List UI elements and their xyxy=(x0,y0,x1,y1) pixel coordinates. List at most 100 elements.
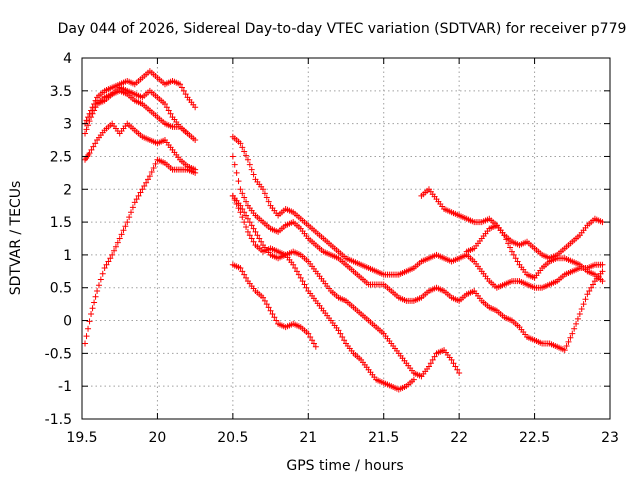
data-point xyxy=(165,107,172,114)
data-point xyxy=(114,239,121,246)
data-point xyxy=(514,258,521,265)
data-point xyxy=(94,288,101,295)
data-point xyxy=(107,255,114,262)
data-point xyxy=(86,318,93,325)
axis-ticks xyxy=(81,57,611,420)
data-point xyxy=(273,317,280,324)
data-point xyxy=(507,244,514,251)
data-point xyxy=(150,164,157,171)
data-point xyxy=(248,235,255,242)
data-point xyxy=(335,327,342,334)
data-point xyxy=(256,235,263,242)
data-point xyxy=(574,315,581,322)
x-tick-label: 19.5 xyxy=(66,430,97,446)
data-point xyxy=(292,265,299,272)
data-point xyxy=(128,209,135,216)
data-point xyxy=(192,104,199,111)
data-point xyxy=(244,215,251,222)
data-point xyxy=(231,161,238,168)
series-arc5 xyxy=(94,84,191,137)
data-point xyxy=(250,238,257,245)
data-point xyxy=(561,347,568,354)
data-point xyxy=(241,219,248,226)
x-axis-label: GPS time / hours xyxy=(286,458,403,474)
data-point xyxy=(339,333,346,340)
data-point xyxy=(192,166,199,173)
data-point xyxy=(178,84,185,91)
data-point xyxy=(241,194,248,201)
data-point xyxy=(303,284,310,291)
data-point xyxy=(569,330,576,337)
data-point xyxy=(301,281,308,288)
data-point xyxy=(578,306,585,313)
grid xyxy=(82,58,610,419)
x-tick-label: 23 xyxy=(601,430,619,446)
data-point xyxy=(103,261,110,268)
y-tick-label: -1.5 xyxy=(45,412,72,428)
data-point xyxy=(427,360,434,367)
data-point xyxy=(588,284,595,291)
data-point xyxy=(263,301,270,308)
data-point xyxy=(83,126,90,133)
data-point xyxy=(452,363,459,370)
data-point xyxy=(260,294,267,301)
series-arc12 xyxy=(463,222,606,285)
data-point xyxy=(565,338,572,345)
data-point xyxy=(599,268,606,275)
data-point xyxy=(192,137,199,144)
axis-tick-labels: 19.5 20 20.5 21 21.5 22 22.5 23-1.5-1-0.500.511… xyxy=(45,51,619,446)
data-point xyxy=(246,219,253,226)
y-tick-label: 3 xyxy=(63,117,72,133)
data-points xyxy=(82,68,606,393)
series-arc6 xyxy=(229,133,606,291)
data-point xyxy=(143,179,150,186)
data-point xyxy=(456,370,463,377)
data-point xyxy=(271,314,278,321)
data-point xyxy=(261,190,268,197)
data-point xyxy=(295,271,302,278)
data-point xyxy=(177,81,184,88)
data-point xyxy=(454,366,461,373)
data-point xyxy=(85,122,92,129)
data-point xyxy=(239,190,246,197)
chart-title: Day 044 of 2026, Sidereal Day-to-day VTE… xyxy=(58,21,627,37)
data-point xyxy=(243,224,250,231)
data-point xyxy=(86,118,93,125)
data-point xyxy=(167,110,174,117)
x-tick-label: 20.5 xyxy=(217,430,248,446)
data-point xyxy=(250,171,257,178)
series-arc10 xyxy=(229,192,417,393)
data-point xyxy=(563,342,570,349)
data-point xyxy=(88,107,95,114)
data-point xyxy=(599,278,606,285)
data-point xyxy=(246,161,253,168)
data-point xyxy=(135,192,142,199)
data-point xyxy=(410,376,417,383)
y-tick-label: -1 xyxy=(58,379,72,395)
data-point xyxy=(180,87,187,94)
data-point xyxy=(146,173,153,180)
data-point xyxy=(576,310,583,317)
data-point xyxy=(116,235,123,242)
data-point xyxy=(425,363,432,370)
data-point xyxy=(248,222,255,229)
series-arc11 xyxy=(418,186,606,262)
data-point xyxy=(239,205,246,212)
data-point xyxy=(571,325,578,332)
data-point xyxy=(231,196,238,203)
data-point xyxy=(229,153,236,160)
data-point xyxy=(512,255,519,262)
data-point xyxy=(124,219,131,226)
data-point xyxy=(265,198,272,205)
data-point xyxy=(299,278,306,285)
data-point xyxy=(141,182,148,189)
data-point xyxy=(112,243,119,250)
data-point xyxy=(341,337,348,344)
data-point xyxy=(250,225,257,232)
data-point xyxy=(263,194,270,201)
data-point xyxy=(148,169,155,176)
data-point xyxy=(243,274,250,281)
data-point xyxy=(86,150,93,157)
data-point xyxy=(99,270,106,277)
